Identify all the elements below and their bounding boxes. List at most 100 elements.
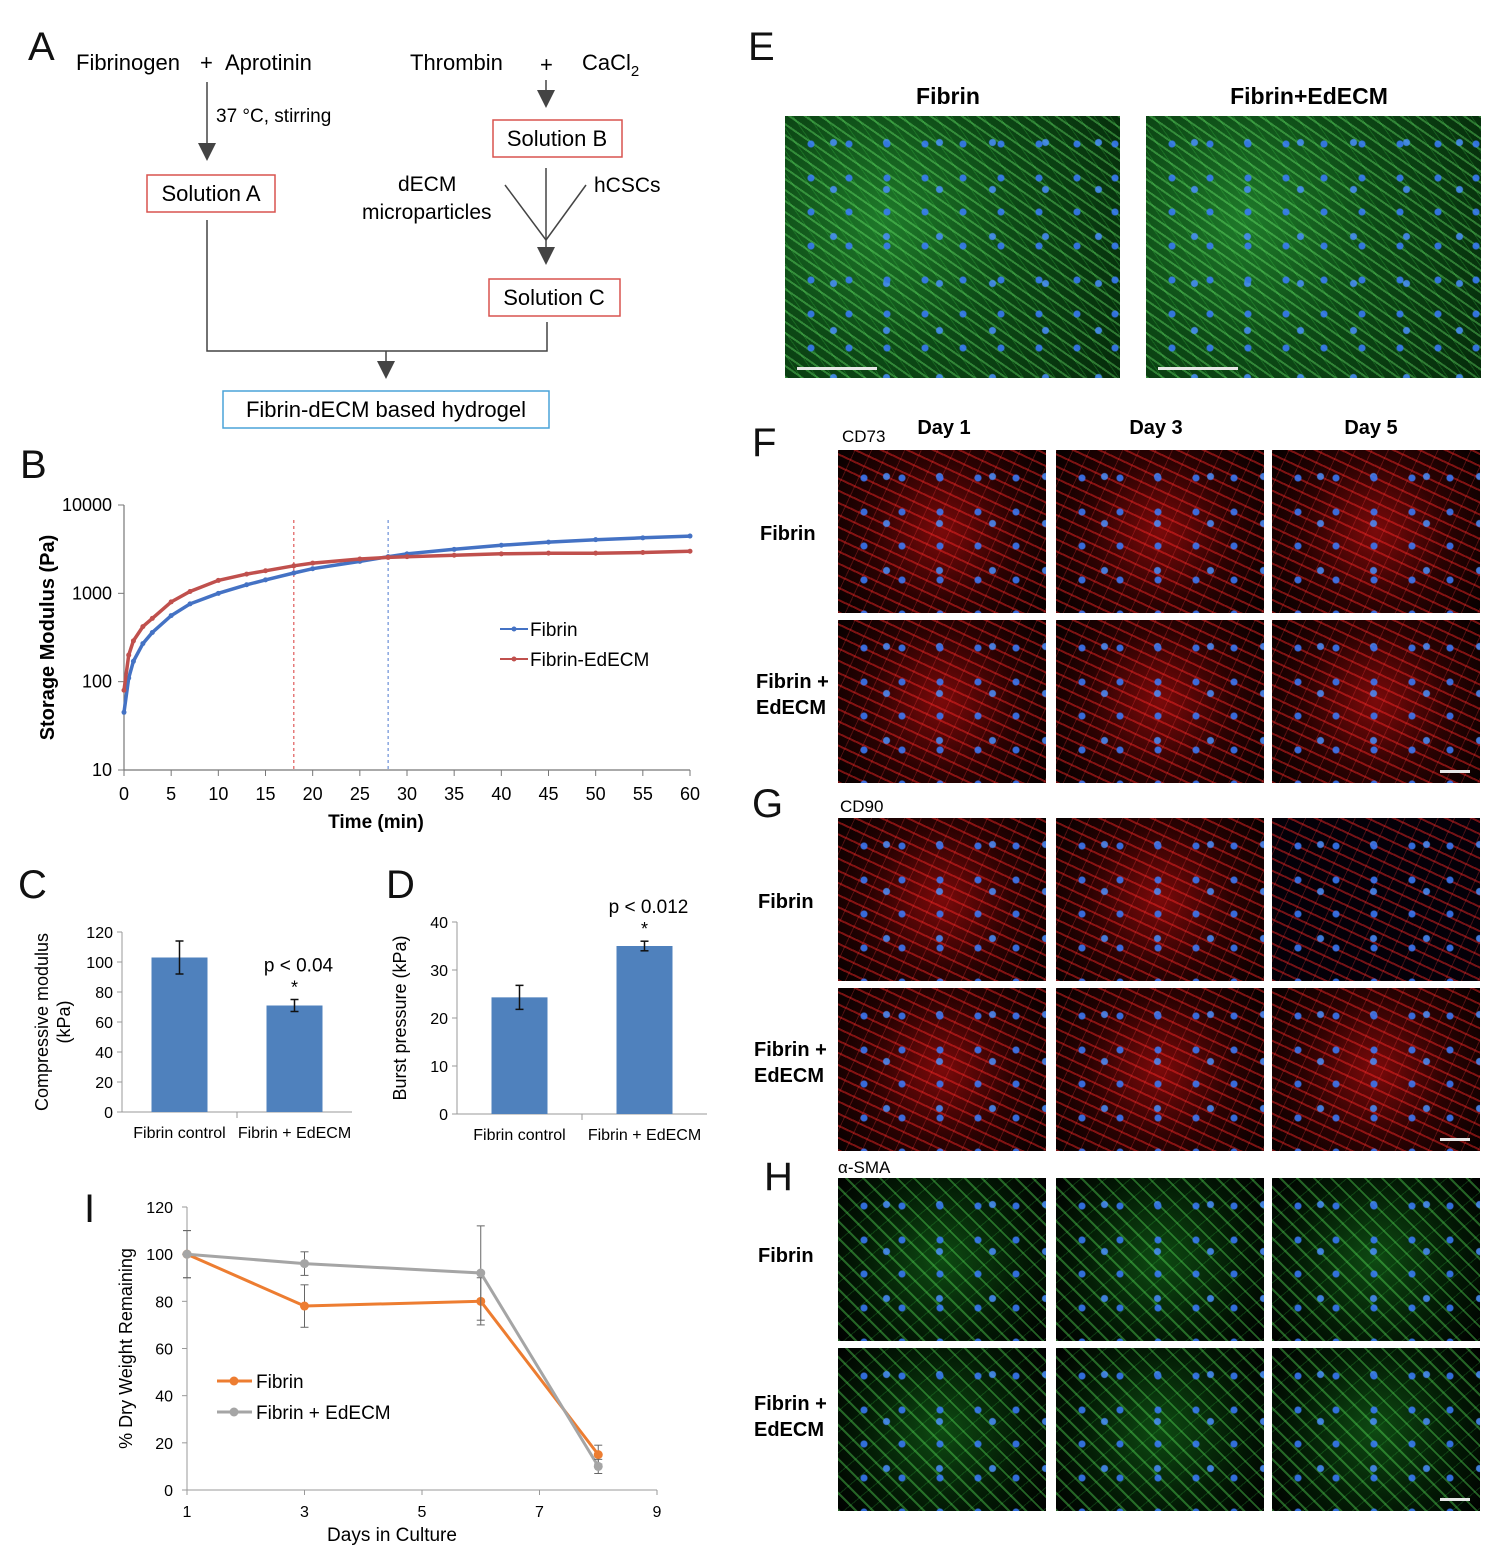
b-x-tick-label: 30 [397,784,417,804]
b-x-tick-label: 40 [491,784,511,804]
micrograph-f-fibrin-day1 [838,450,1046,613]
c-y-tick-label: 100 [86,955,113,972]
final-hydrogel-label: Fibrin-dECM based hydrogel [246,397,526,422]
panel-label-e: E [748,25,775,69]
d-y-axis-label: Burst pressure (kPa) [390,935,410,1100]
storage-modulus-chart: B 10 100 1000 10000 0 5 10 15 20 25 30 35 40 45 50 55 60… [20,443,700,833]
b-y-axis-label: Storage Modulus (Pa) [37,535,59,741]
d-y-tick-label: 30 [430,963,448,980]
g-row-fibrin-edecm-line1: Fibrin + [754,1039,827,1061]
i-legend-label-1: Fibrin [256,1372,304,1393]
b-series-2-point [310,560,316,566]
micrograph-e-fibrin-edecm [1146,116,1481,378]
panel-label-d: D [386,863,415,907]
b-series-1-point [263,577,268,583]
d-y-tick-label: 0 [439,1107,448,1124]
b-x-tick-label: 55 [633,784,653,804]
b-series-2-point [640,549,646,555]
micrograph-h-edecm-day3 [1056,1348,1264,1511]
b-series-1-point [640,535,646,541]
b-series-2-point [187,588,193,594]
day-5-header: Day 5 [1344,417,1397,439]
e-title-fibrin: Fibrin [916,83,980,109]
b-series-2-point [121,687,127,693]
i-series-2-point [300,1259,309,1269]
b-x-tick-label: 45 [538,784,558,804]
solution-b-label: Solution B [507,126,607,151]
b-x-tick-label: 35 [444,784,464,804]
day-1-header: Day 1 [917,417,970,439]
panel-label-c: C [18,863,47,907]
panel-label-i: I [84,1187,95,1231]
i-x-axis-label: Days in Culture [327,1525,457,1546]
b-legend-label-2: Fibrin-EdECM [530,650,649,671]
b-x-axis-label: Time (min) [328,812,424,833]
aprotinin-label: Aprotinin [225,50,312,75]
b-legend-marker-2 [511,656,517,662]
i-series-1-point [593,1450,603,1460]
micrograph-f-fibrin-day5 [1272,450,1480,613]
i-x-tick-label: 3 [300,1504,309,1521]
b-series-1-point [310,566,316,572]
i-legend-marker-2 [229,1407,239,1417]
panel-label-a: A [28,25,55,69]
c-significance-star: * [291,978,298,998]
plus-sign-2: + [540,52,553,77]
i-series-2-point [476,1268,486,1278]
g-row-fibrin-edecm-line2: EdECM [754,1065,824,1087]
solution-c-box [488,278,621,317]
f-row-fibrin: Fibrin [760,523,816,545]
micrograph-f-fibrin-day3 [1056,450,1264,613]
panel-label-g: G [752,782,783,826]
c-y-tick-label: 40 [95,1045,113,1062]
b-y-tick-label: 1000 [72,583,112,603]
d-bar-2 [616,946,673,1114]
c-y-tick-label: 120 [86,925,113,942]
day-3-header: Day 3 [1129,417,1182,439]
d-p-value-label: p < 0.012 [609,897,689,918]
b-series-2-point [404,554,410,560]
i-x-tick-label: 9 [653,1504,662,1521]
c-p-value-label: p < 0.04 [264,956,334,977]
b-series-1-point [130,658,136,664]
b-series-2-point [498,551,504,557]
micrograph-g-fibrin-day1 [838,818,1046,981]
b-x-tick-label: 5 [166,784,176,804]
b-y-tick-label: 10 [92,760,112,780]
i-series-2-point [182,1249,192,1259]
b-series-1-point [291,570,297,576]
b-series-2-point [385,554,391,560]
i-y-tick-label: 80 [155,1294,173,1311]
flowchart-panel: A Fibrinogen + Aprotinin Thrombin + CaCl… [28,25,661,429]
i-y-axis-label: % Dry Weight Remaining [116,1248,136,1449]
c-y-tick-label: 0 [104,1105,113,1122]
c-y-tick-label: 20 [95,1075,113,1092]
b-y-tick-label: 100 [82,672,112,692]
c-y-tick-label: 80 [95,985,113,1002]
thrombin-label: Thrombin [410,50,503,75]
b-series-1-point [168,613,174,619]
b-legend-marker-1 [511,626,517,632]
b-series-2-point [451,552,457,558]
b-legend-label-1: Fibrin [530,620,578,641]
i-x-tick-label: 5 [418,1504,427,1521]
plus-sign-1: + [200,50,213,75]
i-series-line-2 [186,1252,600,1468]
marker-cd90: CD90 [840,797,883,816]
micrograph-h-fibrin-day3 [1056,1178,1264,1341]
b-series-2-point [244,571,250,577]
micrograph-g-fibrin-day3 [1056,818,1264,981]
c-bar-2 [266,1005,323,1112]
b-series-2-point [215,577,221,583]
f-row-fibrin-edecm-line2: EdECM [756,697,826,719]
condition-label: 37 °C, stirring [216,106,331,127]
e-title-fibrin-edecm: Fibrin+EdECM [1230,83,1388,109]
i-legend-label-2: Fibrin + EdECM [256,1403,391,1424]
d-category-label-1: Fibrin control [473,1127,565,1144]
solution-c-label: Solution C [503,285,605,310]
i-y-tick-label: 20 [155,1436,173,1453]
micrograph-f-edecm-day1 [838,620,1046,783]
micrograph-h-fibrin-day1 [838,1178,1046,1341]
burst-pressure-chart: D 0 10 20 30 40 Fibrin control Fibrin + EdECM *… [386,863,707,1144]
b-series-1-point [498,542,504,548]
